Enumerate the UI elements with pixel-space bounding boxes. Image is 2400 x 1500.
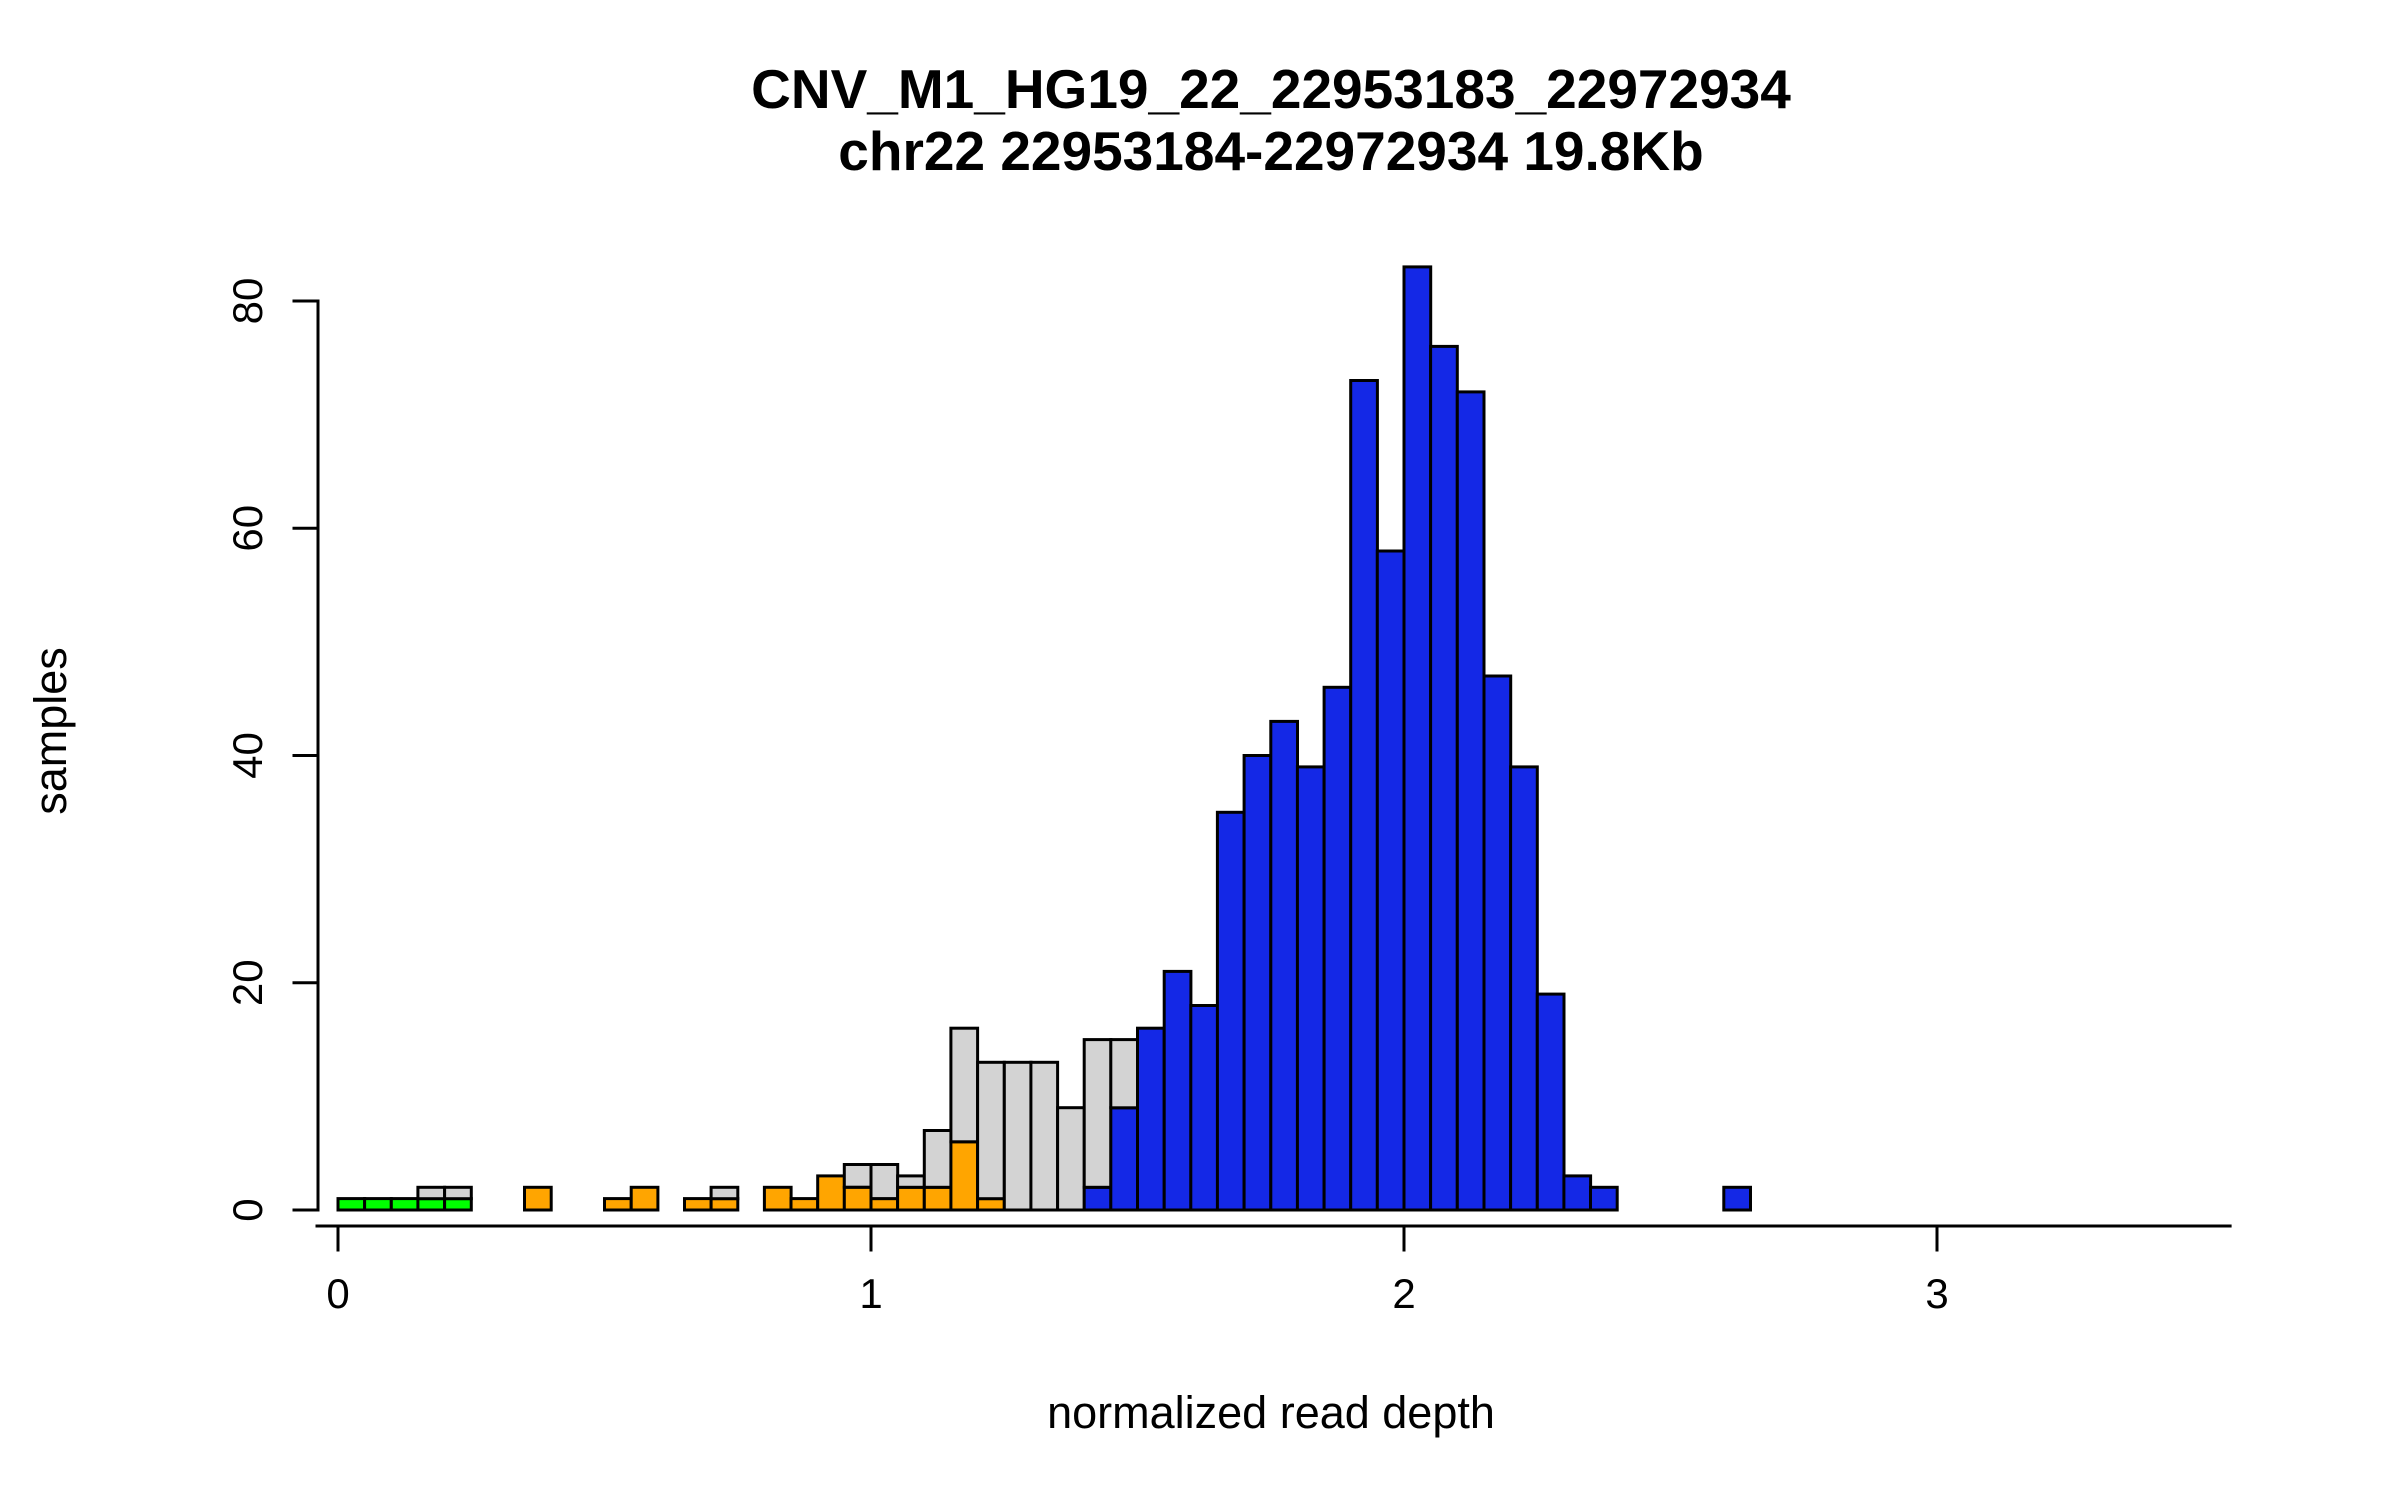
histogram-bar-gray xyxy=(416,1185,447,1201)
chart-title-line2: chr22 22953184-22972934 19.8Kb xyxy=(838,120,1703,182)
histogram-bars xyxy=(336,265,1753,1212)
histogram-bar-gray xyxy=(1082,1038,1113,1189)
histogram-bar-gray xyxy=(1002,1060,1033,1212)
x-tick-label: 0 xyxy=(326,1270,349,1317)
histogram-bar-gray xyxy=(869,1163,900,1201)
histogram-bar-green xyxy=(363,1197,393,1212)
histogram-bar-gray xyxy=(922,1129,953,1189)
histogram-bar-orange xyxy=(949,1140,980,1212)
histogram-bar-orange xyxy=(842,1185,873,1212)
histogram-bar-green xyxy=(336,1197,367,1212)
histogram-bar-orange xyxy=(762,1185,793,1212)
histogram-bar-orange xyxy=(709,1197,740,1212)
x-tick-label: 3 xyxy=(1925,1270,1948,1317)
chart-title-line1: CNV_M1_HG19_22_22953183_22972934 xyxy=(751,58,1791,120)
histogram-bar-gray xyxy=(976,1060,1006,1201)
histogram-bar-blue xyxy=(1402,265,1433,1212)
histogram-bar-blue xyxy=(1295,765,1326,1212)
histogram-bar-blue xyxy=(1269,719,1300,1212)
histogram-bar-orange xyxy=(683,1197,713,1212)
histogram-bar-blue xyxy=(1429,344,1459,1212)
histogram-bar-blue xyxy=(1136,1026,1166,1212)
histogram-bar-blue xyxy=(1455,390,1486,1212)
histogram-bar-orange xyxy=(603,1197,633,1212)
histogram-bar-blue xyxy=(1215,810,1246,1212)
histogram-bar-orange xyxy=(523,1185,553,1212)
histogram-bar-blue xyxy=(1109,1106,1140,1212)
histogram-bar-blue xyxy=(1162,969,1193,1212)
histogram-bar-blue xyxy=(1375,549,1406,1212)
histogram-bar-blue xyxy=(1562,1174,1593,1212)
histogram-bar-green xyxy=(416,1197,447,1212)
histogram-bar-blue xyxy=(1535,992,1566,1212)
histogram-bar-orange xyxy=(629,1185,660,1212)
histogram-bar-blue xyxy=(1242,754,1273,1212)
axes: 0 1 2 3 0 20 40 60 80 xyxy=(224,278,2232,1317)
histogram-bar-blue xyxy=(1509,765,1539,1212)
histogram-bar-gray xyxy=(1109,1038,1140,1110)
histogram-bar-green xyxy=(389,1197,420,1212)
histogram-bar-gray xyxy=(896,1174,926,1189)
y-tick-label: 0 xyxy=(224,1198,271,1221)
histogram-bar-orange xyxy=(922,1185,953,1212)
histogram-bar-blue xyxy=(1082,1185,1113,1212)
x-tick-label: 1 xyxy=(859,1270,882,1317)
histogram-bar-gray xyxy=(709,1185,740,1201)
y-tick-label: 40 xyxy=(224,732,271,779)
histogram-bar-orange xyxy=(816,1174,846,1212)
histogram-bar-blue xyxy=(1189,1004,1220,1212)
histogram-bar-orange xyxy=(789,1197,820,1212)
histogram-bar-gray xyxy=(949,1026,980,1144)
histogram-bar-gray xyxy=(443,1185,473,1201)
x-tick-label: 2 xyxy=(1392,1270,1415,1317)
histogram-bar-gray xyxy=(1056,1106,1086,1212)
histogram-bar-blue xyxy=(1482,674,1513,1212)
histogram-bar-orange xyxy=(896,1185,926,1212)
histogram-bar-blue xyxy=(1722,1185,1753,1212)
y-tick-label: 60 xyxy=(224,505,271,552)
histogram-bar-green xyxy=(443,1197,473,1212)
y-axis-label: samples xyxy=(25,647,76,815)
y-tick-label: 80 xyxy=(224,278,271,325)
histogram-bar-gray xyxy=(842,1163,873,1189)
y-tick-label: 20 xyxy=(224,959,271,1006)
histogram-bar-blue xyxy=(1349,379,1379,1212)
histogram-bar-gray xyxy=(1029,1060,1060,1212)
histogram-bar-orange xyxy=(869,1197,900,1212)
x-axis-label: normalized read depth xyxy=(1047,1387,1495,1438)
histogram-bar-blue xyxy=(1589,1185,1619,1212)
histogram-bar-blue xyxy=(1322,685,1353,1212)
histogram-bar-orange xyxy=(976,1197,1006,1212)
